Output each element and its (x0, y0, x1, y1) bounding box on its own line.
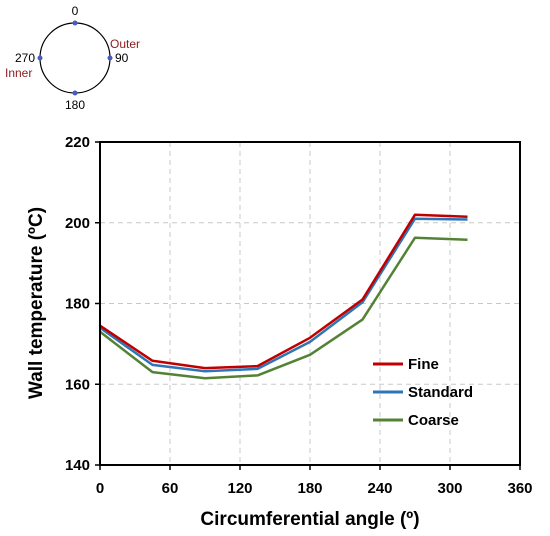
marker-180 (72, 90, 78, 96)
y-axis-title: Wall temperature (ºC) (26, 207, 47, 399)
y-tick-label: 160 (65, 376, 90, 393)
legend-label-standard: Standard (408, 384, 473, 401)
series-line-standard (99, 217, 468, 373)
inner-label: Inner (5, 66, 32, 80)
x-tick-label: 360 (507, 480, 532, 497)
series-lines (99, 213, 468, 380)
angle-label-270: 270 (15, 51, 35, 65)
y-tick-label: 200 (65, 215, 90, 232)
y-tick-labels: 140 160 180 200 220 (65, 134, 100, 474)
grid (100, 142, 520, 465)
angle-label-180: 180 (65, 98, 85, 112)
x-tick-label: 60 (162, 480, 179, 497)
line-chart: 0 60 120 180 240 300 360 140 160 180 200 220 Circu… (26, 134, 533, 530)
outer-label: Outer (110, 37, 140, 51)
marker-270 (37, 55, 43, 61)
legend: Fine Standard Coarse (373, 356, 473, 429)
x-tick-label: 180 (297, 480, 322, 497)
legend-label-coarse: Coarse (408, 412, 459, 429)
x-tick-label: 0 (96, 480, 104, 497)
y-tick-label: 140 (65, 457, 90, 474)
angle-label-90: 90 (115, 51, 129, 65)
x-tick-label: 240 (367, 480, 392, 497)
x-tick-label: 300 (437, 480, 462, 497)
series-line-fine (99, 213, 468, 370)
marker-0 (72, 20, 78, 26)
x-tick-labels: 0 60 120 180 240 300 360 (96, 465, 533, 497)
marker-90 (107, 55, 113, 61)
y-tick-label: 180 (65, 296, 90, 313)
series-line-coarse (99, 236, 468, 380)
angle-label-0: 0 (72, 4, 79, 18)
x-axis-title: Circumferential angle (º) (200, 509, 419, 530)
legend-label-fine: Fine (408, 356, 439, 373)
y-tick-label: 220 (65, 134, 90, 151)
pipe-diagram: 0 90 180 270 Outer Inner (5, 4, 140, 112)
pipe-circle (39, 22, 111, 94)
x-tick-label: 120 (227, 480, 252, 497)
